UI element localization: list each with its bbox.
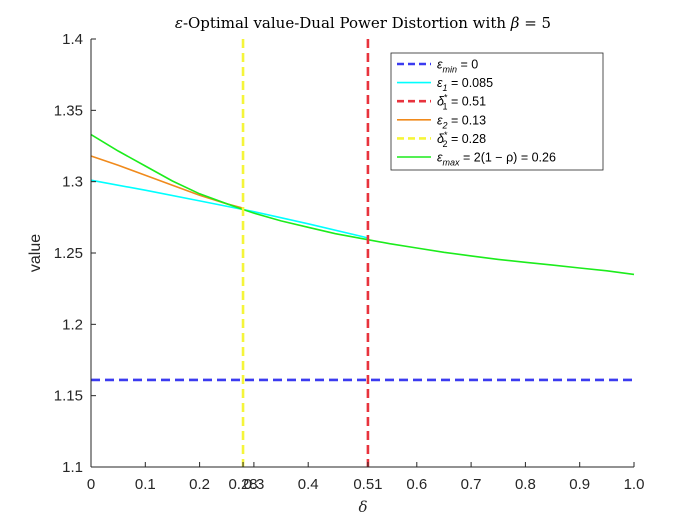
x-tick-label: 0.28 [228,476,257,493]
series-epsilon-curve [90,133,635,276]
x-tick-label: 0.7 [461,476,482,493]
x-tick-label: 0.8 [515,476,536,493]
title-text: -Optimal value-Dual Power Distortion wit… [183,14,511,32]
legend-label: εmax = 2(1 − ρ) = 0.26 [437,151,556,168]
x-axis-label: δ [358,498,367,516]
y-ticks: 1.1 1.15 1.2 1.25 1.3 1.35 1.4 [54,31,96,476]
x-tick-label: 0.2 [189,476,210,493]
x-tick-label: 0.9 [569,476,590,493]
y-tick-label: 1.15 [54,388,83,405]
legend-label: ε2 = 0.13 [437,113,486,130]
title-epsilon: ε [175,14,183,32]
y-tick-label: 1.4 [62,31,83,48]
x-tick-label: 1.0 [624,476,645,493]
legend-box [390,52,604,171]
y-tick-label: 1.25 [54,245,83,262]
y-axis-label: value [27,234,44,272]
x-tick-label: 0.4 [298,476,319,493]
x-tick-label: 0.51 [353,476,382,493]
x-tick-label: 0.6 [406,476,427,493]
y-tick-label: 1.3 [62,174,83,191]
y-tick-label: 1.1 [62,459,83,476]
chart-title: ε-Optimal value-Dual Power Distortion wi… [175,14,551,32]
legend-label: ε1 = 0.085 [437,76,493,93]
legend-label: δ* 1 = 0.51 [437,93,486,112]
y-tick-label: 1.35 [54,102,83,119]
x-tick-label: 0.3 [243,476,264,493]
x-tick-label: 0 [87,476,95,493]
series-layer [90,39,635,467]
x-tick-label: 0.1 [135,476,156,493]
x-ticks: 0 0.1 0.2 0.280.3 0.4 0.51 0.6 0.7 0.8 0.9 1.0 [87,462,645,493]
y-tick-label: 1.2 [62,316,83,333]
legend-label: εmin = 0 [437,58,478,75]
legend-label: δ* 2 = 0.28 [437,130,486,149]
title-eq: = 5 [519,14,551,32]
title-beta: β [510,14,520,32]
